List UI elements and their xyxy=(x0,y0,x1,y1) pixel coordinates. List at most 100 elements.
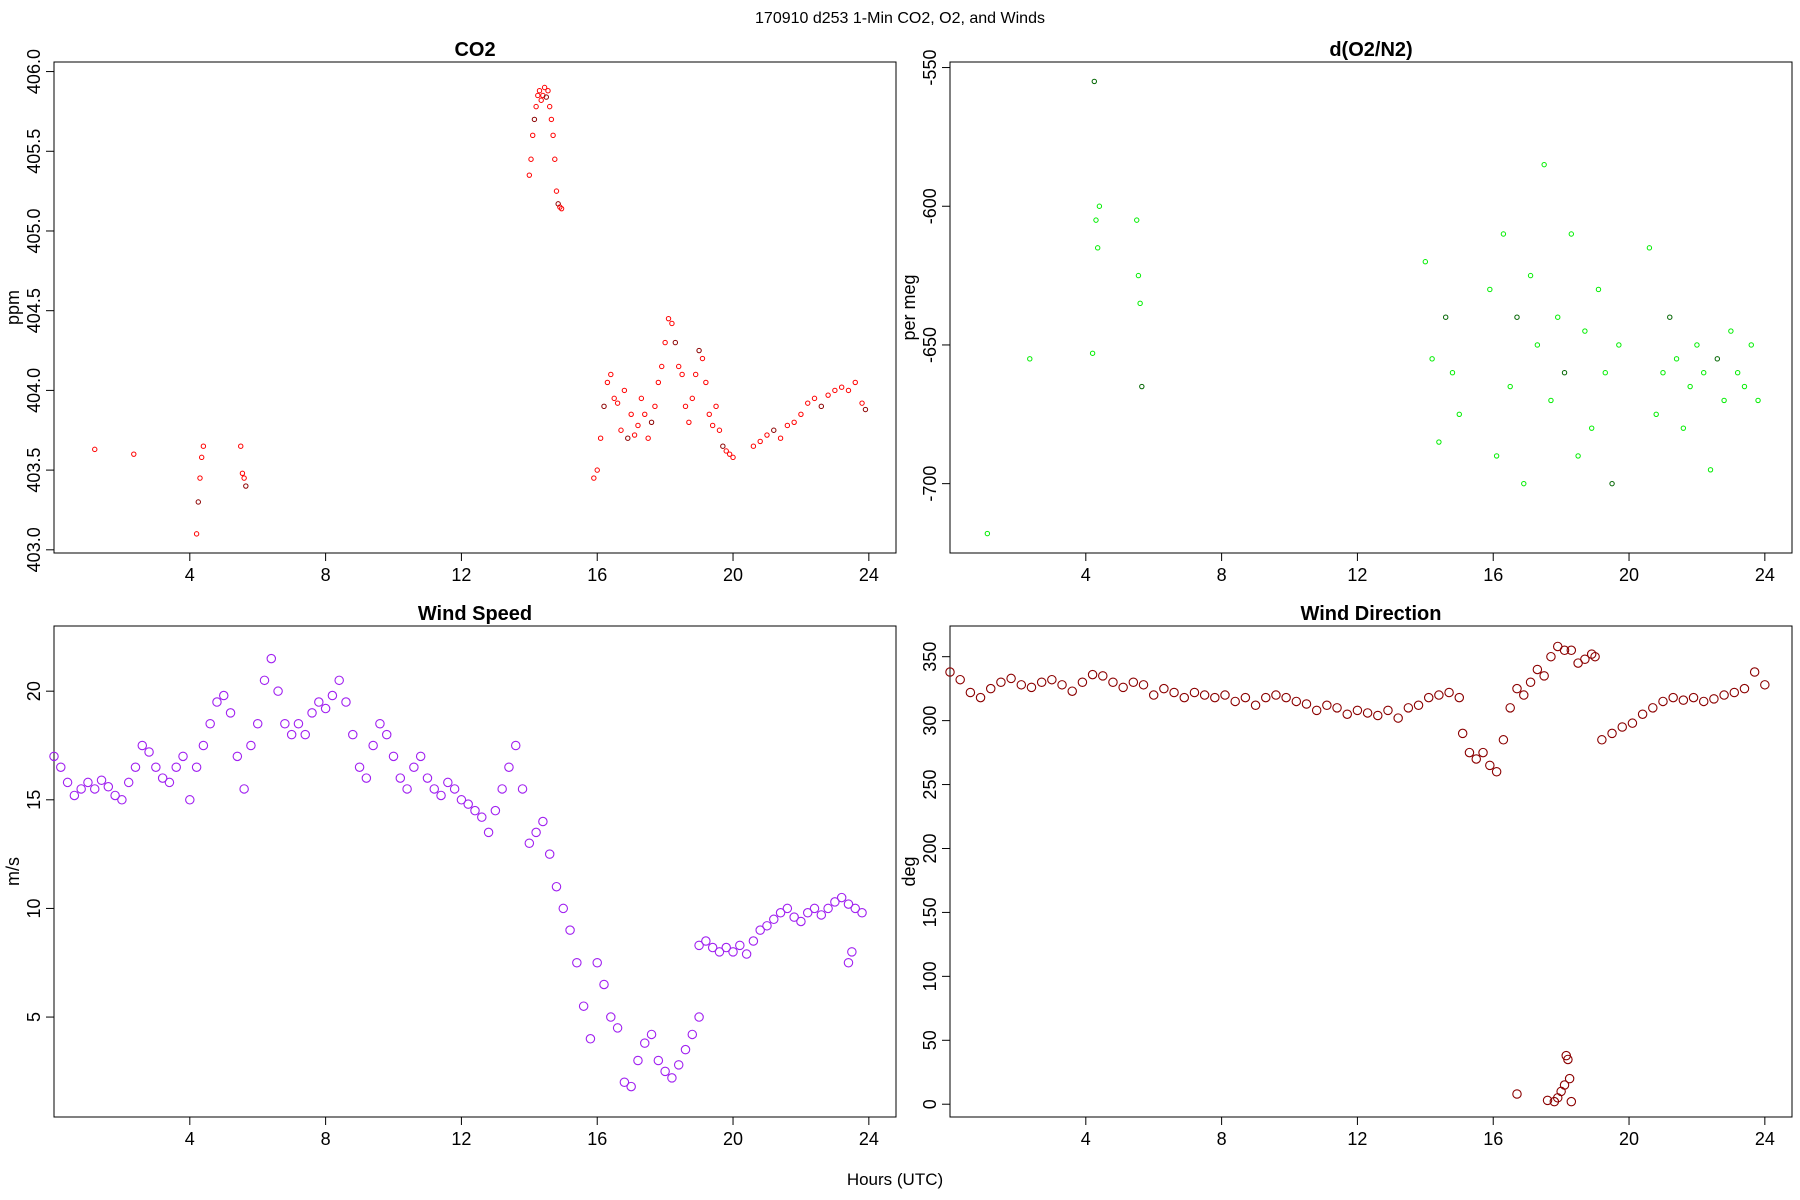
wind-direction-data-point xyxy=(1261,692,1271,703)
wind-direction-data-point xyxy=(1373,710,1383,721)
co2-data-point xyxy=(535,92,541,99)
wind-speed-data-point xyxy=(836,892,847,903)
wind-speed-panel: Wind Speed m/s 4 8 12 16 20 24 5 10 15 20 xyxy=(3,603,897,1149)
wind-speed-x-tick-label: 4 xyxy=(185,1129,195,1149)
wind-speed-data-point xyxy=(843,957,854,968)
co2-y-tick-label: 404.0 xyxy=(24,368,44,413)
wind-direction-data-point xyxy=(1739,683,1750,694)
wind-direction-points xyxy=(945,641,1770,1107)
co2-data-point xyxy=(730,454,736,461)
wind-direction-data-point xyxy=(1230,696,1240,707)
co2-data-point xyxy=(764,432,770,438)
wind-speed-data-point xyxy=(809,903,820,914)
o2-data-point xyxy=(1721,397,1727,404)
o2-y-tick-label: -600 xyxy=(920,188,940,224)
co2-data-point xyxy=(608,371,614,378)
wind-direction-title: Wind Direction xyxy=(1301,603,1442,625)
o2-data-point xyxy=(1555,314,1561,320)
co2-data-point xyxy=(631,432,638,438)
wind-speed-data-point xyxy=(606,1012,616,1022)
wind-speed-data-point xyxy=(415,751,426,762)
wind-direction-x-tick-label: 8 xyxy=(1217,1129,1227,1149)
wind-direction-data-point xyxy=(1580,654,1590,664)
wind-speed-data-point xyxy=(510,740,521,751)
co2-data-point xyxy=(530,132,536,139)
co2-data-point xyxy=(552,156,558,162)
wind-direction-data-point xyxy=(1026,682,1037,693)
co2-data-point xyxy=(597,435,604,441)
wind-direction-data-point xyxy=(1586,649,1597,659)
wind-direction-data-point xyxy=(1220,690,1230,700)
co2-data-point xyxy=(536,87,543,94)
co2-data-point xyxy=(628,411,634,418)
wind-speed-data-point xyxy=(117,795,127,805)
co2-y-axis-label: ppm xyxy=(3,290,23,325)
o2-data-point xyxy=(1568,231,1575,237)
wind-speed-data-point xyxy=(483,827,494,838)
o2-data-point xyxy=(1616,342,1622,348)
wind-speed-plot-frame xyxy=(53,625,897,1118)
wind-speed-data-point xyxy=(477,812,487,822)
wind-speed-data-point xyxy=(847,947,857,957)
wind-direction-y-tick-label: 150 xyxy=(920,897,940,927)
o2-data-point xyxy=(1667,314,1673,320)
co2-data-point xyxy=(720,443,726,449)
wind-direction-data-point xyxy=(1688,692,1699,703)
wind-speed-data-point xyxy=(205,719,215,729)
wind-speed-data-point xyxy=(741,949,752,959)
o2-data-point xyxy=(1653,411,1659,417)
wind-speed-data-point xyxy=(701,936,711,946)
o2-y-tick-label: -550 xyxy=(920,50,940,86)
wind-direction-data-point xyxy=(1016,680,1027,690)
wind-direction-data-point xyxy=(1332,703,1342,713)
wind-speed-data-point xyxy=(755,925,765,935)
co2-y-tick-label: 403.0 xyxy=(24,527,44,572)
o2-x-tick-label: 16 xyxy=(1483,565,1503,585)
wind-speed-data-point xyxy=(259,675,270,686)
wind-direction-y-axis-label: deg xyxy=(899,856,919,886)
wind-speed-data-point xyxy=(796,916,806,927)
wind-direction-data-point xyxy=(1678,695,1689,705)
co2-data-point xyxy=(604,379,611,386)
wind-direction-data-point xyxy=(975,692,986,703)
co2-data-point xyxy=(553,188,560,194)
o2-data-point xyxy=(1135,272,1142,279)
co2-data-point xyxy=(642,411,648,418)
o2-points xyxy=(984,78,1761,537)
wind-speed-data-point xyxy=(504,762,514,772)
wind-speed-data-point xyxy=(660,1066,670,1077)
wind-speed-data-point xyxy=(653,1055,664,1066)
co2-data-point xyxy=(798,411,804,418)
wind-direction-data-point xyxy=(1159,683,1169,694)
o2-data-point xyxy=(1493,453,1500,459)
wind-direction-data-point xyxy=(1454,692,1465,703)
wind-speed-data-point xyxy=(551,881,562,892)
co2-data-point xyxy=(676,363,682,370)
co2-data-point xyxy=(771,427,777,433)
wind-direction-y-tick-label: 300 xyxy=(920,706,940,736)
wind-direction-data-point xyxy=(1036,677,1047,688)
wind-speed-data-point xyxy=(422,773,433,783)
o2-data-point xyxy=(1442,314,1449,320)
wind-direction-data-point xyxy=(1464,747,1475,758)
wind-speed-data-point xyxy=(375,719,385,729)
co2-data-point xyxy=(662,339,668,346)
wind-speed-data-point xyxy=(436,790,446,801)
wind-direction-y-tick-label: 50 xyxy=(920,1030,940,1050)
wind-speed-y-tick-label: 10 xyxy=(24,898,44,918)
co2-data-point xyxy=(777,435,784,441)
o2-data-point xyxy=(1602,369,1608,376)
wind-direction-data-point xyxy=(1434,690,1444,700)
page-title: 170910 d253 1-Min CO2, O2, and Winds xyxy=(755,10,1045,27)
wind-direction-data-point xyxy=(1471,754,1482,764)
wind-speed-data-point xyxy=(612,1023,623,1033)
o2-data-point xyxy=(1734,369,1741,376)
co2-data-point xyxy=(638,395,645,402)
wind-speed-x-tick-label: 16 xyxy=(587,1129,607,1149)
co2-data-point xyxy=(131,451,137,457)
wind-speed-data-point xyxy=(857,908,867,918)
wind-direction-data-point xyxy=(1760,680,1770,690)
wind-speed-data-point xyxy=(769,914,779,925)
wind-speed-points xyxy=(49,653,867,1092)
wind-direction-data-point xyxy=(1519,690,1529,700)
